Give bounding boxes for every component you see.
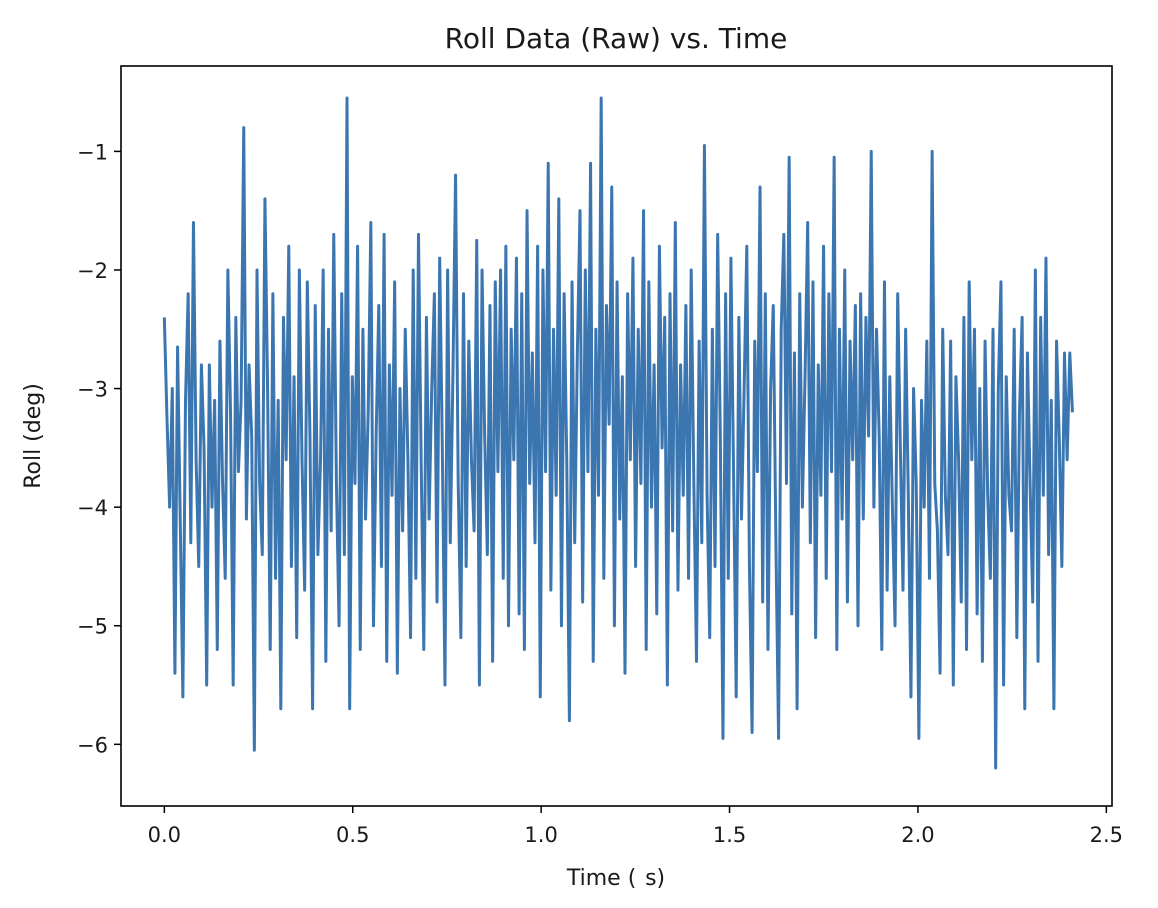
x-tick-label: 0.5 xyxy=(336,823,369,847)
x-tick-label: 2.5 xyxy=(1090,823,1123,847)
x-tick-label: 2.0 xyxy=(901,823,934,847)
x-tick-label: 1.0 xyxy=(524,823,557,847)
y-tick-label: −1 xyxy=(77,140,108,164)
x-axis: 0.0 0.5 1.0 1.5 2.0 2.5 xyxy=(148,806,1123,847)
series-line-0 xyxy=(162,96,1074,770)
y-tick-label: −5 xyxy=(77,615,108,639)
x-tick-label: 0.0 xyxy=(148,823,181,847)
y-axis: −1 −2 −3 −4 −5 −6 xyxy=(77,140,121,757)
y-tick-label: −3 xyxy=(77,378,108,402)
y-tick-label: −4 xyxy=(77,496,108,520)
y-tick-label: −6 xyxy=(77,733,108,757)
y-tick-label: −2 xyxy=(77,259,108,283)
series-layer xyxy=(162,96,1074,770)
chart-title: Roll Data (Raw) vs. Time xyxy=(445,22,788,55)
x-tick-label: 1.5 xyxy=(713,823,746,847)
y-axis-label: Roll (deg) xyxy=(21,383,46,489)
x-axis-label: Time ( s) xyxy=(566,866,665,891)
plot-area xyxy=(120,65,1113,807)
